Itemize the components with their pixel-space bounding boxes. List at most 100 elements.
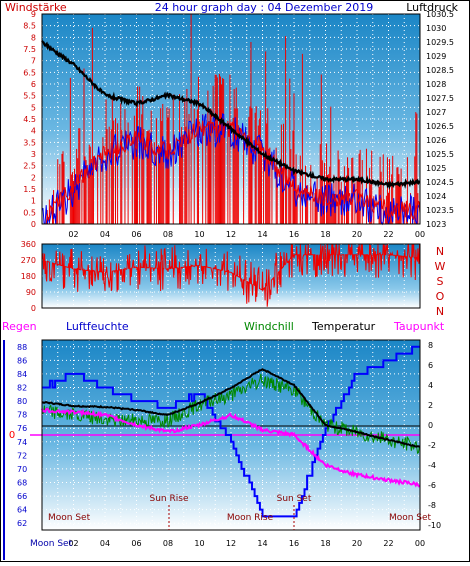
wind-tick-label: 2	[31, 173, 36, 182]
pressure-line	[41, 40, 421, 190]
pressure-tick-label: 1024.5	[426, 178, 454, 187]
humidity-tick-label: 76	[17, 424, 27, 433]
temperature-tick-label: 6	[428, 361, 433, 370]
time-tick-label: 14	[257, 539, 267, 548]
panel3-border	[41, 339, 421, 531]
moon-set-right: Moon Set	[389, 513, 432, 523]
legend-temperatur: Temperatur	[311, 320, 376, 333]
time-axis-labels-top: 02 04 06 08 10 12 14 16 18 20 22 00	[68, 230, 425, 239]
legend-taupunkt: Taupunkt	[393, 320, 445, 333]
direction-axis-labels: 360 270 180 90 0	[21, 240, 36, 313]
wind-direction-line	[41, 243, 421, 307]
temperature-tick-label: -8	[428, 501, 436, 510]
humidity-tick-label: 82	[17, 384, 27, 393]
wind-tick-label: 3.5	[23, 138, 36, 147]
time-tick-label: 10	[194, 230, 204, 239]
time-tick-label: 16	[289, 539, 299, 548]
sun-rise-label: Sun Rise	[150, 494, 189, 504]
time-tick-label: 00	[415, 230, 425, 239]
pressure-tick-label: 1025.5	[426, 150, 454, 159]
time-tick-label: 22	[383, 230, 393, 239]
wind-tick-label: 6	[31, 80, 36, 89]
wind-tick-label: 6.5	[23, 68, 36, 77]
time-tick-label: 18	[320, 230, 330, 239]
wind-tick-label: 5	[31, 103, 36, 112]
pressure-tick-label: 1029.5	[426, 38, 454, 47]
direction-tick-label: 180	[21, 272, 36, 281]
time-tick-label: 22	[383, 539, 393, 548]
time-tick-label: 00	[415, 539, 425, 548]
wind-tick-label: 5.5	[23, 92, 36, 101]
pressure-tick-label: 1028	[426, 80, 446, 89]
panel1-border	[41, 13, 421, 225]
temperature-tick-label: -6	[428, 481, 436, 490]
wind-tick-label: 8	[31, 33, 36, 42]
wind-tick-label: 3	[31, 150, 36, 159]
time-tick-label: 02	[68, 230, 78, 239]
legend-regen: Regen	[2, 320, 37, 333]
pressure-tick-label: 1023	[426, 220, 446, 229]
time-tick-label: 04	[100, 539, 110, 548]
wind-tick-label: 0	[31, 220, 36, 229]
wind-title: Windstärke	[5, 1, 67, 14]
humidity-tick-label: 74	[17, 438, 27, 447]
compass-label: W	[435, 260, 446, 273]
humidity-line	[42, 345, 420, 518]
pressure-axis-labels: 1023 1023.5 1024 1024.5 1025 1025.5 1026 1026.5…	[426, 10, 454, 229]
time-tick-label: 02	[68, 539, 78, 548]
compass-label: N	[436, 305, 444, 318]
humidity-tick-label: 62	[17, 519, 27, 528]
time-axis-labels-bottom: 02 04 06 08 10 12 14 16 18 20 22 00	[68, 539, 425, 548]
humidity-axis-labels: 62 64 66 68 70 72 74 76 78 80 82 84 86 88	[17, 343, 27, 528]
wind-tick-label: 0.5	[23, 208, 36, 217]
time-tick-label: 10	[194, 539, 204, 548]
wind-tick-label: 9	[31, 10, 36, 19]
pressure-tick-label: 1023.5	[426, 206, 454, 215]
wind-tick-label: 1	[31, 197, 36, 206]
temperature-tick-label: 2	[428, 401, 433, 410]
windchill-line	[41, 373, 421, 455]
time-tick-label: 08	[163, 230, 173, 239]
pressure-tick-label: 1027	[426, 108, 446, 117]
moon-set-axis: Moon Set	[30, 539, 73, 549]
wind-tick-label: 4.5	[23, 115, 36, 124]
wind-tick-label: 7.5	[23, 45, 36, 54]
moon-set-left: Moon Set	[48, 513, 91, 523]
direction-tick-label: 270	[21, 256, 36, 265]
panel2-border	[41, 243, 421, 309]
pressure-tick-label: 1029	[426, 52, 446, 61]
rain-zero-label: 0	[9, 430, 15, 441]
wind-tick-label: 7	[31, 57, 36, 66]
wind-axis-labels: 0 0.5 1 1.5 2 2.5 3 3.5 4 4.5 5 5.5 6 6.5 7 7.5 8 8.5 9	[23, 10, 36, 229]
dewpoint-line	[41, 407, 421, 488]
temperature-tick-label: -4	[428, 461, 436, 470]
temperature-tick-label: -2	[428, 441, 436, 450]
wind-tick-label: 8.5	[23, 22, 36, 31]
temperature-line	[41, 367, 421, 448]
moon-rise-label: Moon Rise	[227, 513, 274, 523]
humidity-tick-label: 70	[17, 465, 27, 474]
wind-tick-label: 2.5	[23, 162, 36, 171]
time-tick-label: 14	[257, 230, 267, 239]
humidity-tick-label: 88	[17, 343, 27, 352]
humidity-tick-label: 66	[17, 492, 27, 501]
time-tick-label: 06	[131, 230, 141, 239]
direction-tick-label: 90	[26, 288, 36, 297]
compass-label: S	[437, 275, 444, 288]
wind-tick-label: 4	[31, 127, 36, 136]
wind-pressure-panel: 0 0.5 1 1.5 2 2.5 3 3.5 4 4.5 5 5.5 6 6.5 7 7.5 8 8.5 9 10…	[23, 10, 454, 239]
direction-tick-label: 360	[21, 240, 36, 249]
time-tick-label: 20	[352, 539, 362, 548]
time-tick-label: 04	[100, 230, 110, 239]
compass-label: O	[436, 290, 445, 303]
temperature-axis-labels: 8 6 4 2 0 -2 -4 -6 -8 -10	[428, 341, 441, 530]
humidity-tick-label: 78	[17, 411, 27, 420]
temperature-tick-label: 4	[428, 381, 433, 390]
pressure-tick-label: 1024	[426, 192, 446, 201]
humidity-tick-label: 80	[17, 397, 27, 406]
gust-line	[41, 113, 421, 226]
